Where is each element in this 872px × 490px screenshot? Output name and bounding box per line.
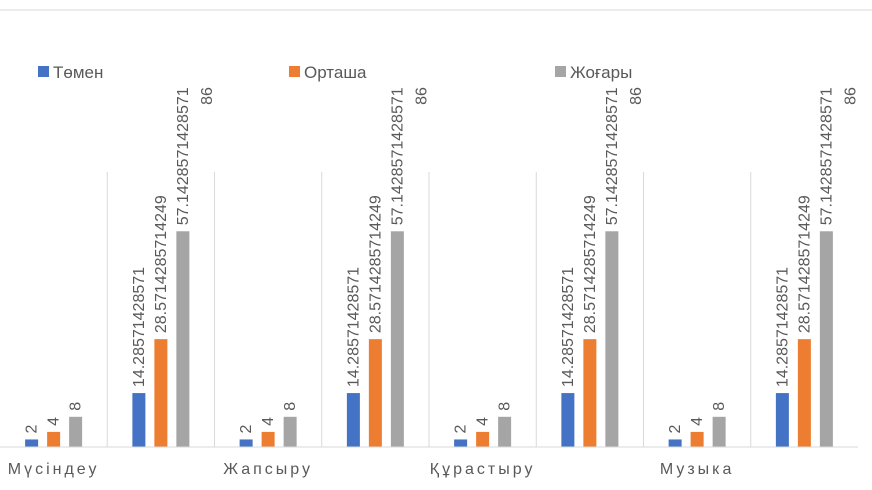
- legend-entry: Төмен: [53, 63, 103, 82]
- bar: [498, 416, 512, 447]
- data-label: 28.5714285714249: [367, 195, 384, 333]
- grid: [106, 172, 752, 447]
- bar: [690, 431, 704, 447]
- bar: [797, 339, 811, 447]
- legend-entry: Жоғары: [570, 63, 632, 82]
- bar: [69, 416, 83, 447]
- bar: [605, 231, 619, 447]
- data-label: 14.28571428571: [131, 267, 148, 387]
- data-label: 4: [689, 417, 706, 426]
- legend-swatch: [38, 66, 49, 77]
- bar: [561, 393, 575, 447]
- data-label: 28.5714285714249: [582, 195, 599, 333]
- bars: [25, 231, 833, 447]
- data-label: 57.1428571428571 86: [818, 87, 859, 225]
- data-label: 28.5714285714249: [153, 195, 170, 333]
- bar: [368, 339, 382, 447]
- data-label: 57.1428571428571 86: [604, 87, 645, 225]
- data-label: 2: [24, 424, 41, 433]
- bar: [583, 339, 597, 447]
- bar: [283, 416, 297, 447]
- bar: [25, 439, 39, 447]
- bar: [668, 439, 682, 447]
- bar: [132, 393, 146, 447]
- data-label: 28.5714285714249: [796, 195, 813, 333]
- data-label: 4: [475, 417, 492, 426]
- data-label: 8: [282, 402, 299, 411]
- bar: [346, 393, 360, 447]
- x-tick-label: Музыка: [660, 461, 735, 478]
- bar: [154, 339, 168, 447]
- bar: [819, 231, 833, 447]
- bar: [775, 393, 789, 447]
- data-labels: 2 14.28571428571 2 14.28571428571 2 14.285714…: [24, 87, 860, 433]
- data-label: 14.28571428571: [345, 267, 362, 387]
- legend-swatch: [289, 66, 300, 77]
- x-tick-label: Мүсіндеу: [8, 461, 100, 478]
- bar: [176, 231, 190, 447]
- data-label: 57.1428571428571 86: [175, 87, 216, 225]
- bar: [239, 439, 253, 447]
- x-tick-label: Жапсыру: [223, 461, 313, 478]
- legend-swatch: [555, 66, 566, 77]
- data-label: 8: [711, 402, 728, 411]
- bar: [476, 431, 490, 447]
- bar: [454, 439, 468, 447]
- bar: [390, 231, 404, 447]
- data-label: 57.1428571428571 86: [389, 87, 430, 225]
- data-label: 2: [453, 424, 470, 433]
- x-tick-label: Құрастыру: [430, 461, 536, 478]
- data-label: 14.28571428571: [774, 267, 791, 387]
- data-label: 4: [46, 417, 63, 426]
- data-label: 2: [238, 424, 255, 433]
- data-label: 8: [68, 402, 85, 411]
- bar: [47, 431, 61, 447]
- data-label: 4: [260, 417, 277, 426]
- bar: [261, 431, 275, 447]
- x-axis: Мүсіндеу Жапсыру Құрастыру Музыка: [0, 446, 858, 478]
- data-label: 8: [497, 402, 514, 411]
- data-label: 14.28571428571: [560, 267, 577, 387]
- bar: [712, 416, 726, 447]
- legend: Төмен Орташа Жоғары: [38, 63, 632, 82]
- data-label: 2: [667, 424, 684, 433]
- legend-entry: Орташа: [304, 63, 367, 82]
